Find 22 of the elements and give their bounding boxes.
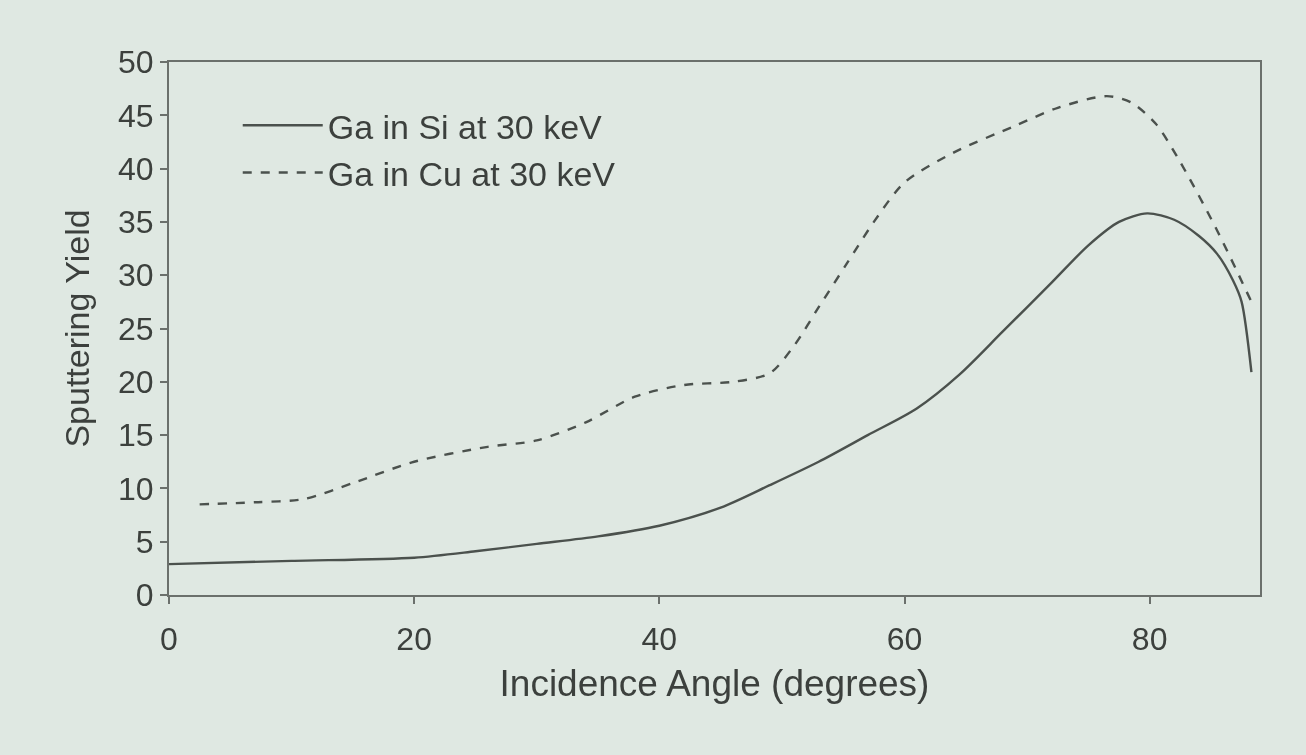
line-series xyxy=(169,212,1253,566)
x-tick-label: 60 xyxy=(886,621,923,658)
x-axis-title: Incidence Angle (degrees) xyxy=(499,663,930,705)
y-tick-label: 50 xyxy=(118,44,154,81)
y-tick-label: 20 xyxy=(118,364,154,400)
x-tick-label: 80 xyxy=(1131,621,1168,658)
y-axis-title: Sputtering Yield xyxy=(58,209,97,448)
y-tick-label: 10 xyxy=(118,470,154,507)
y-tick-label: 15 xyxy=(118,417,154,454)
x-tick-label: 40 xyxy=(641,621,678,658)
x-tick-label: 20 xyxy=(396,621,432,658)
y-tick-label: 30 xyxy=(118,257,154,294)
y-tick-label: 25 xyxy=(118,310,154,347)
y-tick-label: 45 xyxy=(118,97,154,134)
y-tick-label: 40 xyxy=(118,150,154,187)
x-tick-label: 0 xyxy=(160,621,178,658)
legend-label: Ga in Si at 30 keV xyxy=(327,107,603,146)
y-tick-label: 5 xyxy=(135,523,154,560)
line-series xyxy=(198,94,1253,506)
y-tick-label: 0 xyxy=(135,577,154,614)
y-tick-label: 35 xyxy=(118,204,154,241)
legend-label: Ga in Cu at 30 keV xyxy=(327,154,616,193)
